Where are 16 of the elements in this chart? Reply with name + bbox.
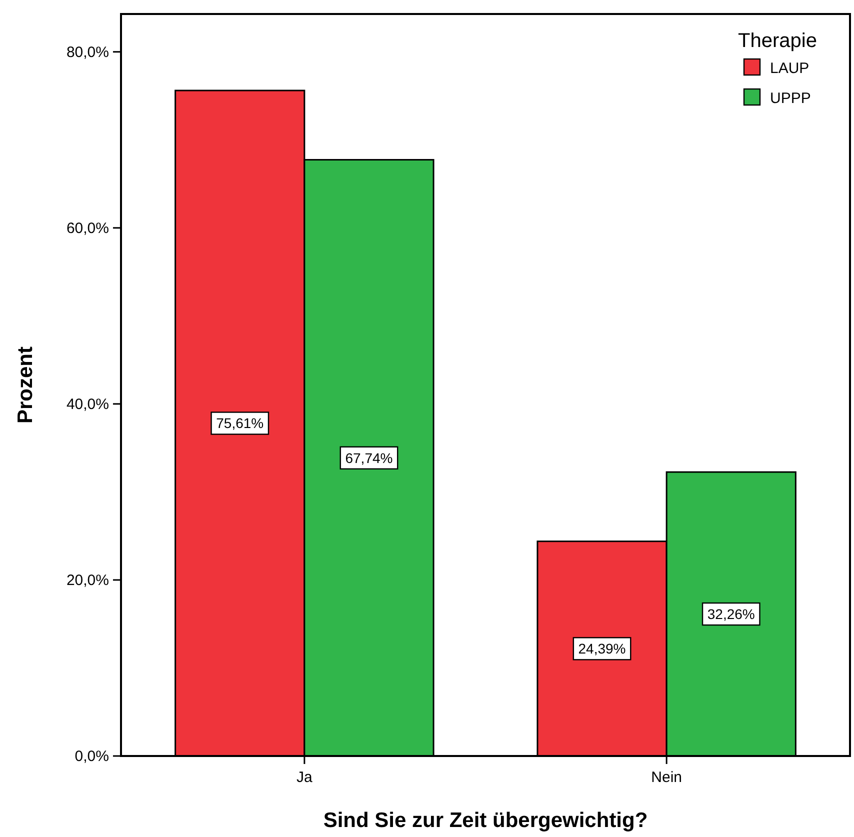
y-tick-label: 60,0% <box>66 220 109 237</box>
data-label: 75,61% <box>216 415 264 432</box>
legend-title: Therapie <box>738 30 817 52</box>
data-label: 67,74% <box>345 450 393 466</box>
y-tick-label: 20,0% <box>66 572 109 589</box>
legend-label: UPPP <box>770 90 811 107</box>
x-axis-title: Sind Sie zur Zeit übergewichtig? <box>323 809 648 832</box>
data-label: 32,26% <box>707 606 755 622</box>
legend-label: LAUP <box>770 60 810 77</box>
y-tick-label: 0,0% <box>74 748 109 765</box>
y-axis-title: Prozent <box>14 346 37 424</box>
x-tick-label: Ja <box>296 769 314 786</box>
y-tick-label: 40,0% <box>66 396 109 413</box>
data-label: 24,39% <box>578 640 626 657</box>
x-tick-label: Nein <box>651 769 682 786</box>
y-tick-label: 80,0% <box>66 44 109 61</box>
